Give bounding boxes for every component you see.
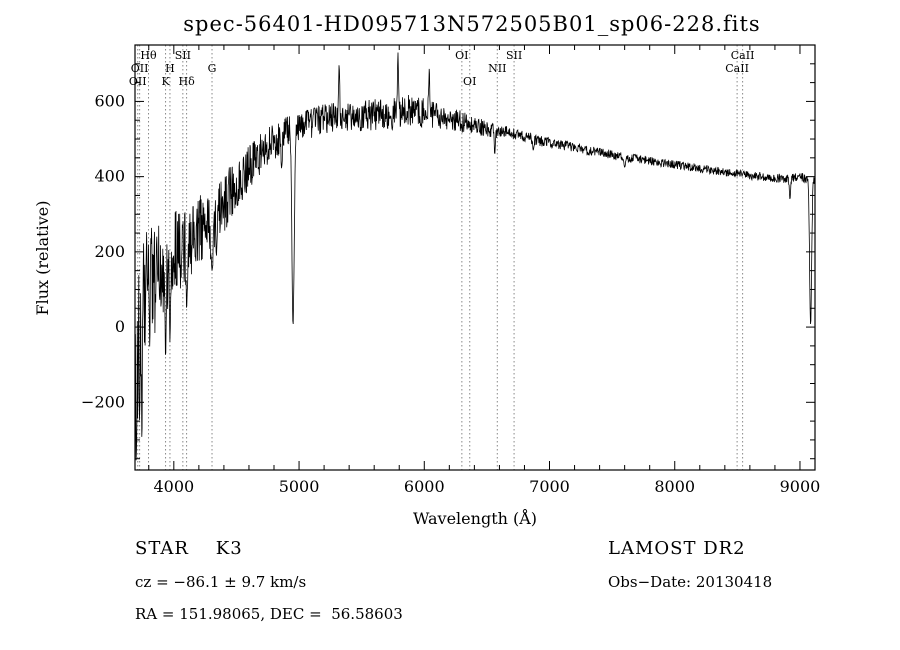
spectral-line-label: CaII	[731, 49, 755, 62]
spectral-line-label: OI	[463, 75, 476, 88]
coordinates: RA = 151.98065, DEC = 56.58603	[135, 605, 403, 623]
spectral-line-label: OI	[455, 49, 468, 62]
spectral-line-label: SII	[506, 49, 522, 62]
y-tick-label: 400	[94, 167, 125, 186]
spectral-line-markers	[137, 45, 744, 470]
axis-tick-labels: 4000 5000 6000 7000 8000 9000 −200 0 200 400 600	[81, 91, 820, 496]
y-tick-label: 0	[115, 317, 125, 336]
x-axis-label: Wavelength (Å)	[413, 508, 537, 528]
spectral-line-label: K	[161, 75, 170, 88]
radial-velocity: cz = −86.1 ± 9.7 km/s	[135, 573, 307, 591]
y-tick-label: 600	[94, 91, 125, 110]
survey-name: LAMOST DR2	[608, 538, 746, 559]
plot-frame	[134, 44, 816, 471]
x-tick-label: 6000	[404, 477, 445, 496]
y-axis-label: Flux (relative)	[33, 201, 52, 316]
object-classification: STAR K3	[135, 538, 243, 559]
spectral-line-label: OII	[129, 75, 147, 88]
spectral-line-label: Hθ	[140, 49, 157, 62]
y-tick-label: 200	[94, 242, 125, 261]
chart-title: spec-56401-HD095713N572505B01_sp06-228.f…	[183, 12, 760, 36]
x-tick-label: 5000	[279, 477, 320, 496]
x-tick-label: 4000	[153, 477, 194, 496]
spectral-line-label: SII	[175, 49, 191, 62]
y-tick-label: −200	[81, 392, 125, 411]
x-tick-label: 8000	[654, 477, 695, 496]
x-tick-label: 9000	[780, 477, 821, 496]
spectral-line-label: G	[208, 62, 217, 75]
spectral-line-label: CaII	[725, 62, 749, 75]
spectral-line-label: H	[165, 62, 175, 75]
axis-ticks	[135, 44, 815, 470]
x-tick-label: 7000	[529, 477, 570, 496]
spectrum-trace	[135, 52, 815, 461]
spectral-line-label: NII	[488, 62, 506, 75]
spectrum-path	[135, 52, 815, 461]
spectral-line-label: Hδ	[178, 75, 195, 88]
observation-date: Obs−Date: 20130418	[608, 573, 773, 591]
